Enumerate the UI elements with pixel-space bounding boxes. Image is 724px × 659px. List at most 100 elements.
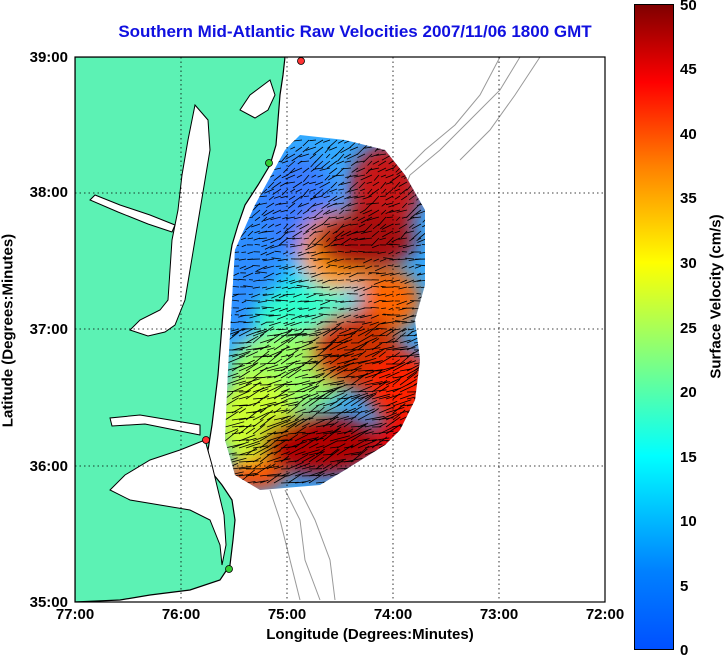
velocity-arrow [294, 426, 307, 435]
velocity-arrow [343, 265, 352, 269]
velocity-arrow [336, 361, 355, 372]
velocity-arrow [301, 454, 315, 463]
velocity-arrow [339, 328, 352, 335]
velocity-arrow [418, 230, 425, 240]
velocity-arrow [254, 202, 268, 206]
velocity-arrow [282, 216, 289, 220]
velocity-arrow [259, 344, 270, 351]
velocity-arrow [325, 299, 338, 302]
chart-title: Southern Mid-Atlantic Raw Velocities 200… [118, 22, 592, 41]
velocity-arrow [372, 293, 380, 295]
velocity-arrow [225, 411, 239, 421]
velocity-arrow [279, 181, 289, 187]
velocity-arrow [357, 333, 374, 344]
velocity-arrow [351, 237, 359, 241]
velocity-arrow [328, 279, 338, 281]
velocity-arrow [308, 216, 317, 219]
velocity-arrow [307, 237, 317, 248]
velocity-arrow [280, 455, 290, 463]
velocity-arrow [238, 440, 260, 449]
velocity-arrow [304, 300, 317, 303]
velocity-arrow [362, 209, 373, 215]
velocity-arrow [292, 230, 303, 238]
velocity-arrow [245, 351, 259, 358]
velocity-arrow [380, 285, 387, 288]
colorbar-tick-label: 0 [680, 642, 689, 659]
velocity-arrow [225, 428, 239, 435]
velocity-arrow [322, 416, 339, 428]
velocity-arrow [344, 216, 352, 220]
velocity-arrow [422, 223, 425, 228]
velocity-arrow [252, 366, 268, 379]
velocity-arrow [340, 146, 352, 154]
velocity-arrow [303, 237, 310, 240]
velocity-arrow [245, 362, 259, 372]
velocity-arrow [308, 357, 325, 372]
velocity-arrow [407, 188, 415, 196]
velocity-arrow [238, 345, 252, 351]
velocity-arrow [241, 251, 247, 253]
velocity-arrow [322, 428, 340, 442]
velocity-arrow [313, 230, 324, 233]
velocity-arrow [313, 167, 324, 170]
velocity-arrow [322, 472, 335, 477]
velocity-arrow [408, 195, 415, 201]
velocity-arrow [299, 153, 310, 158]
velocity-arrow [286, 167, 296, 176]
velocity-arrow [319, 181, 331, 189]
velocity-arrow [346, 230, 359, 237]
velocity-arrow [325, 153, 331, 159]
velocity-arrow [416, 237, 422, 241]
velocity-arrow [280, 381, 293, 386]
velocity-arrow [259, 426, 275, 435]
velocity-arrow [365, 167, 373, 174]
velocity-arrow [273, 458, 291, 463]
velocity-arrow [296, 223, 303, 228]
velocity-arrow [385, 188, 394, 196]
velocity-arrow [238, 378, 260, 386]
velocity-arrow [267, 181, 275, 189]
velocity-arrow [273, 474, 289, 484]
velocity-arrow [336, 382, 345, 386]
velocity-arrow [348, 272, 359, 278]
velocity-arrow [322, 354, 340, 358]
velocity-arrow [287, 349, 299, 358]
velocity-arrow [266, 384, 282, 393]
velocity-arrow [259, 326, 274, 337]
velocity-arrow [238, 423, 252, 435]
velocity-arrow [329, 393, 348, 407]
delaware-bay [239, 79, 276, 119]
velocity-arrow [308, 437, 324, 442]
velocity-arrow [366, 181, 373, 184]
velocity-arrow [343, 394, 361, 400]
velocity-arrow [265, 286, 275, 290]
velocity-arrow [231, 328, 243, 337]
velocity-arrow [396, 300, 408, 306]
velocity-arrow [375, 328, 387, 330]
velocity-arrow [392, 382, 412, 393]
velocity-arrow [252, 209, 261, 217]
velocity-arrow [294, 394, 311, 407]
velocity-arrow [388, 307, 394, 311]
velocity-arrow [396, 314, 408, 318]
velocity-arrow [378, 300, 387, 302]
velocity-arrow [238, 408, 247, 414]
velocity-arrow [259, 479, 269, 484]
velocity-arrow [238, 352, 250, 358]
velocity-arrow [281, 188, 289, 196]
velocity-arrow [353, 314, 359, 317]
velocity-arrow [336, 430, 353, 435]
velocity-arrow [382, 188, 387, 194]
velocity-arrow [294, 384, 313, 393]
velocity-arrow [371, 230, 380, 238]
velocity-arrow [297, 202, 303, 208]
velocity-arrow [388, 202, 401, 208]
velocity-arrow [385, 355, 408, 358]
velocity-arrow [385, 195, 394, 201]
velocity-arrow [354, 237, 366, 241]
velocity-arrow [302, 139, 310, 147]
velocity-arrow [238, 396, 249, 400]
velocity-arrow [367, 272, 373, 275]
velocity-arrow [315, 430, 333, 435]
velocity-arrow [238, 467, 252, 470]
